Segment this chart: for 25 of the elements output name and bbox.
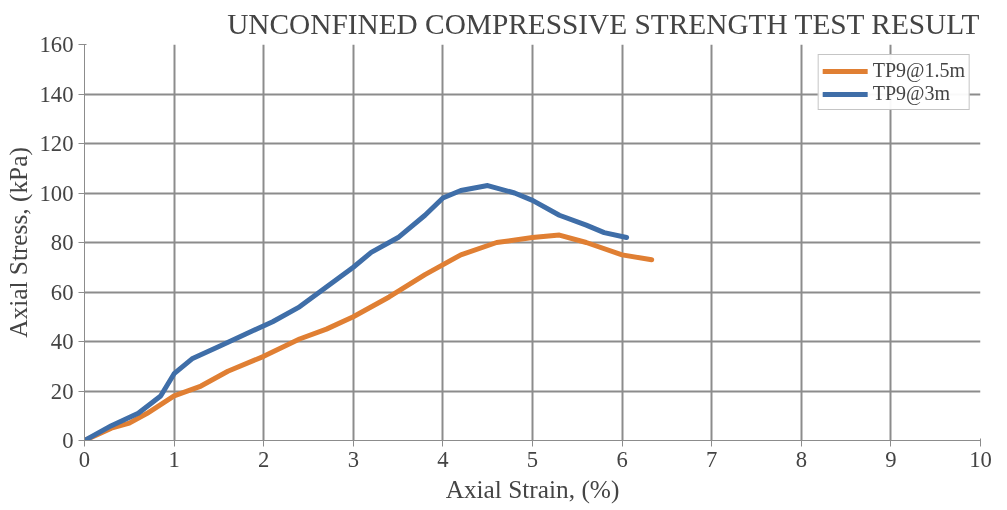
- y-tick-label: 60: [50, 279, 74, 305]
- x-tick-label: 2: [258, 446, 270, 472]
- x-tick-label: 8: [795, 446, 807, 472]
- y-tick-label: 120: [39, 131, 74, 156]
- x-tick-label: 3: [347, 446, 359, 472]
- y-axis-title: Axial Stress, (kPa): [3, 147, 33, 338]
- x-tick-label: 5: [526, 446, 539, 472]
- legend-label: TP9@1.5m: [872, 59, 965, 82]
- y-tick-label: 100: [39, 180, 74, 206]
- y-tick-label: 160: [39, 32, 74, 57]
- y-tick-label: 140: [39, 81, 74, 107]
- x-tick-label: 6: [616, 446, 628, 472]
- x-tick-label: 10: [969, 446, 992, 472]
- x-tick-label: 4: [437, 446, 449, 472]
- chart-title: UNCONFINED COMPRESSIVE STRENGTH TEST RESULT: [227, 7, 980, 40]
- legend-label: TP9@3m: [872, 82, 950, 105]
- x-axis-title: Axial Strain, (%): [445, 474, 620, 504]
- y-tick-label: 80: [50, 230, 74, 255]
- x-tick-label: 0: [78, 446, 91, 472]
- x-tick-label: 1: [168, 446, 180, 472]
- y-tick-label: 0: [62, 428, 74, 453]
- x-tick-label: 9: [885, 446, 897, 472]
- x-tick-label: 7: [706, 446, 718, 472]
- y-tick-label: 20: [50, 378, 74, 404]
- y-tick-label: 40: [50, 329, 74, 354]
